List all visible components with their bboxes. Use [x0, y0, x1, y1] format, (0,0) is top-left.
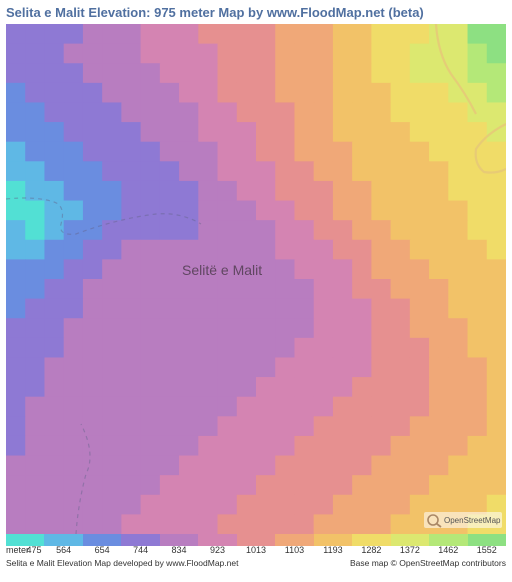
legend-tick: 1372 [400, 545, 420, 555]
legend-tick: 834 [172, 545, 187, 555]
legend-tick: 1013 [246, 545, 266, 555]
legend-tick: 654 [95, 545, 110, 555]
legend-tick: 1462 [438, 545, 458, 555]
legend-tick: 1103 [285, 545, 304, 555]
legend-tick: 564 [56, 545, 71, 555]
osm-attribution: OpenStreetMap [424, 512, 502, 528]
legend-tick: 1282 [361, 545, 381, 555]
legend-tick: 1193 [323, 545, 342, 555]
legend-tick: 744 [133, 545, 148, 555]
credits: Selita e Malit Elevation Map developed b… [6, 558, 506, 568]
legend-tick: 475 [26, 545, 41, 555]
elevation-map: Selitë e Malit OpenStreetMap [6, 24, 506, 534]
osm-label-text: OpenStreetMap [444, 516, 501, 525]
legend-labels: meter 4755646547448349231013110311931282… [6, 546, 506, 557]
legend-tick: 1552 [477, 545, 497, 555]
place-label: Selitë e Malit [182, 262, 262, 278]
credits-right: Base map © OpenStreetMap contributors [350, 558, 506, 568]
credits-left: Selita e Malit Elevation Map developed b… [6, 558, 238, 568]
legend-tick: 923 [210, 545, 225, 555]
legend: meter 4755646547448349231013110311931282… [6, 534, 506, 555]
page-title: Selita e Malit Elevation: 975 meter Map … [6, 5, 424, 20]
boundary-overlay [6, 24, 506, 534]
